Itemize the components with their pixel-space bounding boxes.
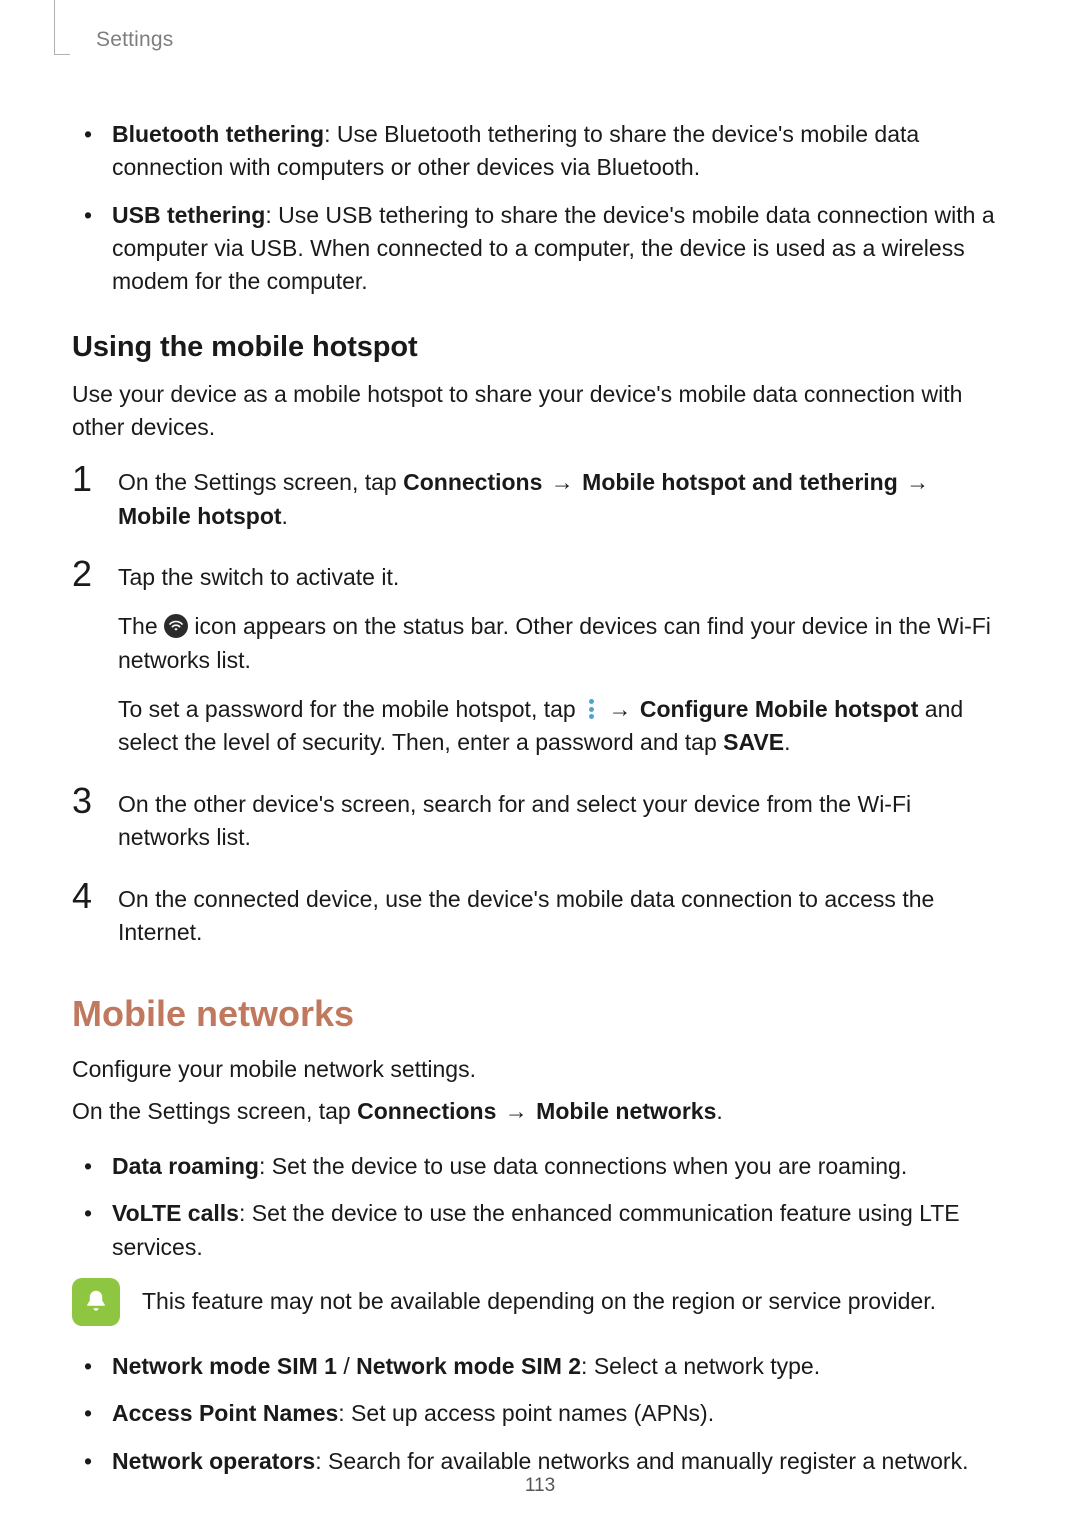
arrow-icon: → xyxy=(900,469,929,495)
text: icon appears on the status bar. Other de… xyxy=(118,613,991,672)
list-item: Network mode SIM 1 / Network mode SIM 2:… xyxy=(108,1350,1008,1383)
step-body: On the other device's screen, search for… xyxy=(118,788,1008,855)
step-number: 1 xyxy=(72,458,92,500)
text: Tap the switch to activate it. xyxy=(118,561,1008,594)
running-header: Settings xyxy=(70,28,1010,52)
list-item: Access Point Names: Set up access point … xyxy=(108,1397,1008,1430)
sub-heading: Using the mobile hotspot xyxy=(72,331,1008,364)
text: . xyxy=(716,1098,722,1124)
step-item: 2 Tap the switch to activate it. The ico… xyxy=(72,561,1008,760)
term: Data roaming xyxy=(112,1153,259,1179)
sep: / xyxy=(337,1353,356,1379)
term: Access Point Names xyxy=(112,1400,338,1426)
page: Settings Bluetooth tethering: Use Blueto… xyxy=(0,0,1080,1527)
nav-path: Connections xyxy=(357,1098,496,1124)
text: On the Settings screen, tap xyxy=(118,469,403,495)
text: On the Settings screen, tap xyxy=(72,1098,357,1124)
bell-icon xyxy=(72,1278,120,1326)
nav-path: Mobile hotspot and tethering xyxy=(582,469,898,495)
list-item: USB tethering: Use USB tethering to shar… xyxy=(108,199,1008,299)
section-label: Settings xyxy=(96,28,173,51)
step-item: 4 On the connected device, use the devic… xyxy=(72,883,1008,950)
term: USB tethering xyxy=(112,202,265,228)
content-area: Bluetooth tethering: Use Bluetooth tethe… xyxy=(70,118,1010,1478)
nav-path: Mobile networks xyxy=(536,1098,716,1124)
term: Network operators xyxy=(112,1448,315,1474)
nav-path: Mobile hotspot xyxy=(118,503,282,529)
list-item: Data roaming: Set the device to use data… xyxy=(108,1150,1008,1183)
term: Bluetooth tethering xyxy=(112,121,324,147)
term: VoLTE calls xyxy=(112,1200,239,1226)
desc: : Set the device to use data connections… xyxy=(259,1153,907,1179)
mobile-networks-bullets-1: Data roaming: Set the device to use data… xyxy=(72,1150,1008,1264)
step-number: 3 xyxy=(72,780,92,822)
text: On the connected device, use the device'… xyxy=(118,883,1008,950)
step-item: 3 On the other device's screen, search f… xyxy=(72,788,1008,855)
tethering-bullet-list: Bluetooth tethering: Use Bluetooth tethe… xyxy=(72,118,1008,299)
mobile-networks-bullets-2: Network mode SIM 1 / Network mode SIM 2:… xyxy=(72,1350,1008,1478)
step-number: 2 xyxy=(72,553,92,595)
note-callout: This feature may not be available depend… xyxy=(72,1278,1008,1326)
list-item: VoLTE calls: Set the device to use the e… xyxy=(108,1197,1008,1264)
section-title: Mobile networks xyxy=(72,993,1008,1035)
arrow-icon: → xyxy=(608,696,637,722)
arrow-icon: → xyxy=(544,469,580,495)
arrow-icon: → xyxy=(498,1098,534,1124)
desc: : Set the device to use the enhanced com… xyxy=(112,1200,960,1259)
desc: : Search for available networks and manu… xyxy=(315,1448,968,1474)
intro-paragraph: Use your device as a mobile hotspot to s… xyxy=(72,378,1008,445)
page-number: 113 xyxy=(0,1475,1080,1497)
step-body: On the connected device, use the device'… xyxy=(118,883,1008,950)
step-body: Tap the switch to activate it. The icon … xyxy=(118,561,1008,760)
list-item: Network operators: Search for available … xyxy=(108,1445,1008,1478)
desc: : Set up access point names (APNs). xyxy=(338,1400,714,1426)
step-body: On the Settings screen, tap Connections … xyxy=(118,466,1008,533)
note-text: This feature may not be available depend… xyxy=(142,1285,936,1318)
text: The xyxy=(118,613,164,639)
nav-path: Connections xyxy=(403,469,542,495)
more-options-icon xyxy=(582,696,600,722)
desc: : Select a network type. xyxy=(581,1353,820,1379)
steps-list: 1 On the Settings screen, tap Connection… xyxy=(72,466,1008,949)
term: Network mode SIM 2 xyxy=(356,1353,581,1379)
text: . xyxy=(784,729,790,755)
button-label: SAVE xyxy=(723,729,784,755)
text: To set a password for the mobile hotspot… xyxy=(118,696,582,722)
term: Network mode SIM 1 xyxy=(112,1353,337,1379)
hotspot-status-icon xyxy=(164,614,188,638)
text: On the other device's screen, search for… xyxy=(118,788,1008,855)
step-number: 4 xyxy=(72,875,92,917)
list-item: Bluetooth tethering: Use Bluetooth tethe… xyxy=(108,118,1008,185)
intro-paragraph: Configure your mobile network settings. xyxy=(72,1053,1008,1086)
menu-item: Configure Mobile hotspot xyxy=(640,696,919,722)
step-item: 1 On the Settings screen, tap Connection… xyxy=(72,466,1008,533)
text: . xyxy=(282,503,288,529)
